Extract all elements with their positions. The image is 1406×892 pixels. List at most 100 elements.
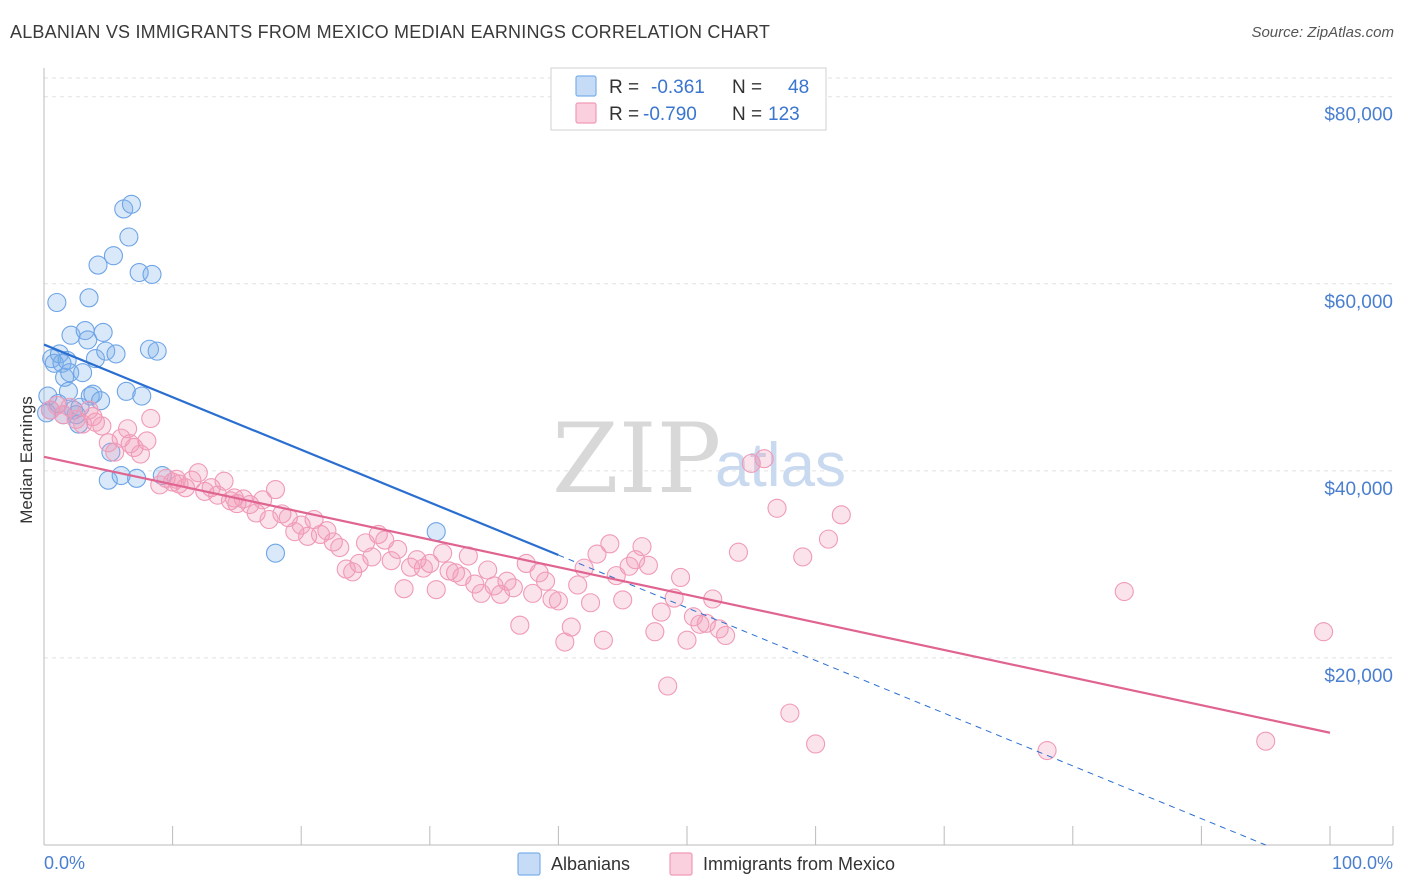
point-mexico [118,419,138,439]
point-mexico [632,537,652,557]
point-mexico [542,589,562,609]
point-albanians [93,322,113,342]
point-mexico [265,480,286,500]
point-mexico [600,534,620,554]
point-mexico [716,625,736,646]
point-mexico [433,543,453,563]
point-albanians [58,381,78,401]
point-albanians [426,522,446,542]
point-albanians [83,384,103,404]
point-mexico [439,561,459,581]
point-mexico [1256,731,1276,751]
point-mexico [658,676,678,696]
stats-legend: R = -0.361 N = 48 R = -0.790 N = 123 [550,67,827,131]
legend-r-label-1: R = [609,77,639,98]
point-mexico [137,431,157,451]
point-mexico [831,505,851,525]
point-albanians [147,341,167,361]
point-mexico [98,433,118,453]
point-mexico [638,555,658,575]
point-mexico [259,509,279,530]
point-albanians [88,255,108,275]
y-tick-label: $20,000 [1324,666,1393,687]
point-mexico [645,622,665,642]
legend-box [550,67,827,131]
point-albanians [121,194,141,214]
point-mexico [690,614,710,634]
point-mexico [445,563,466,583]
point-mexico [105,442,125,462]
point-mexico [53,405,73,425]
point-albanians [116,381,136,401]
point-mexico [381,551,401,571]
bottom-legend-swatch-albanians [517,852,541,876]
legend-n-label-2: N = [732,104,762,125]
grid-lines [44,77,1393,659]
point-mexico [375,530,395,550]
point-mexico [111,428,131,448]
point-albanians [103,246,123,266]
point-albanians [265,543,286,563]
point-mexico [780,703,800,723]
trend-line-albanians [43,343,559,557]
point-mexico [510,615,530,635]
point-albanians [106,344,126,364]
point-mexico [613,590,633,610]
watermark-atlas: atlas [715,431,846,500]
point-mexico [561,617,581,637]
point-mexico [465,574,485,594]
x-tick-labels: 0.0% 100.0% [44,853,1393,873]
point-mexico [1314,622,1334,642]
point-albanians [47,292,67,313]
point-mexico [587,544,607,564]
point-mexico [330,538,350,558]
bottom-legend-label-mexico: Immigrants from Mexico [703,854,895,874]
point-mexico [188,463,208,483]
watermark-zip: ZIP [552,403,721,515]
chart-title: ALBANIAN VS IMMIGRANTS FROM MEXICO MEDIA… [10,22,771,42]
point-mexico [317,521,337,541]
x-tick-label-max: 100.0% [1332,853,1393,873]
legend-r-value-1: -0.361 [651,77,705,98]
point-mexico [426,580,446,600]
source-label: Source: ZipAtlas.com [1251,24,1394,41]
point-mexico [1114,581,1134,602]
axes [43,68,1394,846]
y-tick-label: $80,000 [1324,105,1393,126]
point-mexico [671,567,691,588]
point-mexico [677,630,697,650]
point-albanians [78,330,98,350]
point-mexico [806,734,826,754]
point-mexico [141,408,161,429]
bottom-legend-swatch-mexico [669,852,693,876]
x-tick-label-min: 0.0% [44,853,85,873]
legend-n-value-2: 123 [768,104,800,125]
legend-r-label-2: R = [609,104,639,125]
y-tick-label: $60,000 [1324,292,1393,313]
watermark: ZIP atlas [552,403,846,515]
legend-r-value-2: -0.790 [643,104,697,125]
legend-swatch-albanians [575,75,597,97]
legend-n-value-1: 48 [788,77,809,98]
point-mexico [60,397,80,417]
bottom-legend-label-albanians: Albanians [551,854,630,874]
point-mexico [388,539,408,559]
point-mexico [754,449,774,469]
point-mexico [767,498,787,518]
point-mexico [728,542,748,562]
scatter-points [37,194,1334,761]
point-mexico [291,515,311,535]
y-tick-labels: $20,000 $40,000 $60,000 $80,000 [1324,105,1393,687]
point-mexico [83,407,103,427]
point-mexico [362,547,382,567]
legend-swatch-mexico [575,102,597,124]
y-axis-label: Median Earnings [17,396,36,524]
point-mexico [535,571,556,591]
point-mexico [793,547,813,567]
trend-line-albanians-extension [558,554,1266,846]
legend-n-label-1: N = [732,77,762,98]
y-tick-label: $40,000 [1324,479,1393,500]
point-mexico [580,593,601,613]
trend-lines [43,343,1331,846]
series-legend: Albanians Immigrants from Mexico [517,852,895,876]
